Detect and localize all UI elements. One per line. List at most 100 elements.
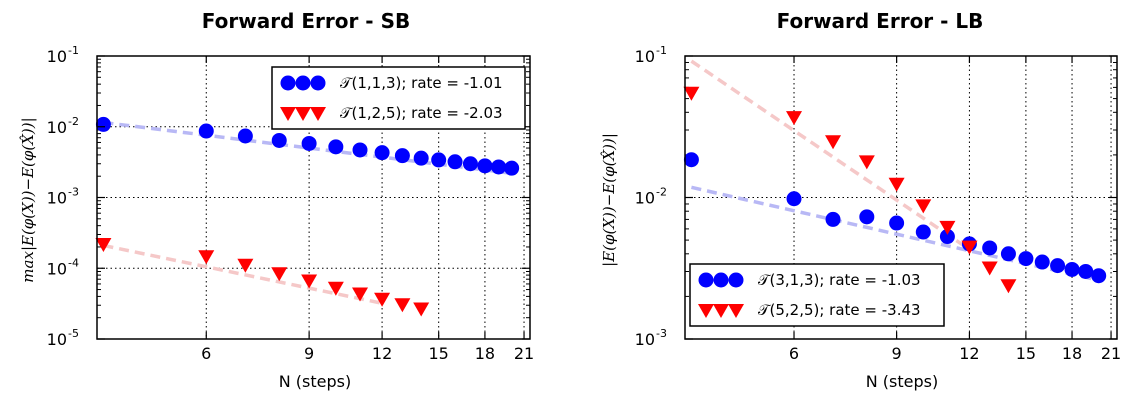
y-axis-label: |E(φ(X))−E(φ(X̂))| (600, 133, 618, 267)
data-point-series-0 (374, 145, 390, 161)
data-point-series-1 (413, 302, 430, 317)
x-axis-label: N (steps) (279, 372, 351, 391)
y-tick-exponent: -3 (68, 186, 79, 199)
y-tick-exponent: -2 (656, 186, 667, 199)
x-tick-label: 12 (959, 344, 979, 363)
y-tick-exponent: -3 (656, 327, 667, 340)
data-point-series-0 (889, 215, 905, 231)
legend-marker-series-0 (713, 272, 729, 288)
y-tick-label: 10 (47, 189, 67, 208)
data-point-series-1 (237, 258, 254, 273)
x-axis-label: N (steps) (866, 372, 938, 391)
data-point-series-0 (859, 209, 875, 225)
data-point-series-1 (95, 238, 112, 253)
data-point-series-0 (939, 229, 955, 245)
data-point-series-0 (447, 154, 463, 170)
chart-title: Forward Error - SB (202, 9, 410, 33)
data-point-series-0 (915, 224, 931, 240)
data-point-series-0 (504, 160, 520, 176)
chart-forward-error-lb: Forward Error - LB N (steps) |E(φ(X))−E(… (600, 9, 1121, 391)
x-tick-label: 18 (1062, 344, 1082, 363)
chart-forward-error-sb: Forward Error - SB N (steps) max|E(φ(X))… (19, 9, 534, 391)
data-point-series-1 (394, 298, 411, 313)
x-tick-label: 6 (201, 344, 211, 363)
data-point-series-0 (825, 211, 841, 227)
data-point-series-1 (271, 267, 288, 282)
data-point-series-0 (982, 240, 998, 256)
y-tick-exponent: -1 (68, 44, 79, 57)
y-tick-label: 10 (47, 259, 67, 278)
data-point-series-0 (1091, 268, 1107, 284)
data-point-series-1 (352, 287, 369, 302)
y-tick-exponent: -4 (68, 256, 79, 269)
y-tick-label: 10 (635, 189, 655, 208)
data-point-series-1 (327, 281, 344, 296)
legend-marker-series-1 (698, 304, 714, 318)
data-point-series-0 (95, 116, 111, 132)
legend-marker-series-1 (310, 107, 326, 121)
y-tick-label: 10 (47, 330, 67, 349)
data-point-series-1 (683, 86, 700, 101)
fit-line-series-0 (691, 185, 1100, 282)
data-point-series-1 (825, 135, 842, 150)
data-point-series-0 (1018, 251, 1034, 267)
legend-marker-series-0 (295, 75, 311, 91)
data-point-series-0 (1078, 263, 1094, 279)
legend-marker-series-1 (713, 304, 729, 318)
data-point-series-0 (477, 158, 493, 174)
data-point-series-0 (1064, 261, 1080, 277)
data-point-series-0 (328, 139, 344, 155)
chart-title: Forward Error - LB (777, 9, 984, 33)
data-point-series-0 (301, 135, 317, 151)
data-point-series-0 (271, 132, 287, 148)
x-tick-label: 21 (514, 344, 534, 363)
data-point-series-0 (1000, 246, 1016, 262)
legend-marker-series-0 (728, 272, 744, 288)
data-point-series-0 (413, 150, 429, 166)
data-point-series-1 (858, 155, 875, 170)
data-point-series-0 (352, 142, 368, 158)
data-point-series-0 (462, 156, 478, 172)
legend-marker-series-0 (698, 272, 714, 288)
fit-line-series-1 (103, 243, 383, 305)
y-tick-exponent: -2 (68, 115, 79, 128)
data-point-series-0 (786, 191, 802, 207)
data-point-series-0 (1034, 254, 1050, 270)
x-tick-label: 9 (892, 344, 902, 363)
data-point-series-1 (888, 177, 905, 192)
data-point-series-0 (491, 159, 507, 175)
y-tick-exponent: -1 (656, 44, 667, 57)
data-point-series-1 (1000, 279, 1017, 294)
data-point-series-1 (981, 261, 998, 276)
data-point-series-1 (939, 220, 956, 235)
y-tick-label: 10 (635, 330, 655, 349)
y-tick-exponent: -5 (68, 327, 79, 340)
x-tick-label: 9 (304, 344, 314, 363)
data-point-series-0 (237, 128, 253, 144)
y-tick-label: 10 (47, 47, 67, 66)
data-point-series-0 (431, 152, 447, 168)
legend-marker-series-0 (280, 75, 296, 91)
legend: 𝒯(1,1,3); rate = -1.01 𝒯(1,2,5); rate = -… (271, 66, 526, 130)
y-tick-label: 10 (47, 118, 67, 137)
legend-marker-series-1 (295, 107, 311, 121)
y-tick-label: 10 (635, 47, 655, 66)
x-tick-label: 12 (372, 344, 392, 363)
data-point-series-0 (198, 123, 214, 139)
legend-entry-series-1: 𝒯(1,2,5); rate = -2.03 (340, 104, 503, 122)
legend-entry-series-0: 𝒯(1,1,3); rate = -1.01 (340, 74, 503, 92)
y-axis-label: max|E(φ(X))−E(φ(X̂))| (19, 117, 37, 282)
x-tick-label: 6 (789, 344, 799, 363)
data-point-series-1 (786, 111, 803, 126)
x-tick-label: 18 (475, 344, 495, 363)
legend: 𝒯(3,1,3); rate = -1.03 𝒯(5,2,5); rate = -… (689, 263, 945, 327)
legend-entry-series-1: 𝒯(5,2,5); rate = -3.43 (758, 301, 921, 319)
x-tick-label: 15 (1016, 344, 1036, 363)
x-tick-label: 15 (429, 344, 449, 363)
data-point-series-0 (1050, 258, 1066, 274)
legend-marker-series-1 (728, 304, 744, 318)
data-point-series-0 (683, 152, 699, 168)
data-point-series-1 (301, 274, 318, 289)
